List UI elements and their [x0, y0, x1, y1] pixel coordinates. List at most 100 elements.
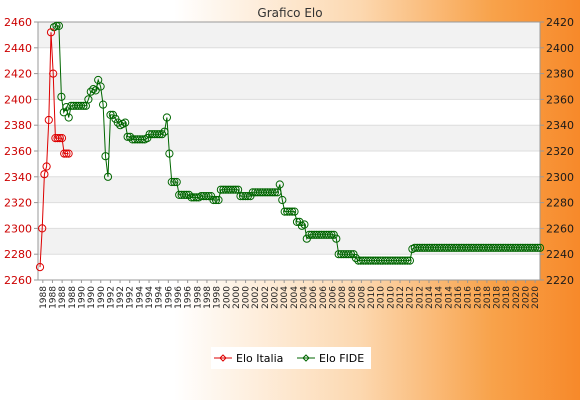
data-point-elo-fide	[153, 130, 162, 139]
data-point-elo-fide	[167, 177, 176, 187]
data-point-elo-fide	[285, 207, 294, 216]
data-point-elo-fide	[101, 152, 110, 161]
data-point-elo-fide	[209, 195, 218, 205]
x-tick-label: 2020	[531, 286, 541, 309]
data-point-elo-fide	[346, 250, 356, 259]
x-tick-label: 2012	[396, 286, 406, 309]
legend-box	[211, 347, 371, 369]
x-tick-label: 2002	[251, 286, 261, 309]
data-point-elo-fide	[165, 149, 174, 158]
left-tick-label: 2460	[4, 16, 32, 29]
data-point-elo-fide	[57, 92, 66, 101]
plot-band	[38, 125, 540, 151]
right-axis: 2220 2240 2260 2280 2300 2320 2340 2360 2380 2400…	[540, 16, 574, 287]
right-tick-label: 2340	[546, 119, 574, 132]
x-tick-label: 2004	[299, 286, 309, 309]
data-point-elo-fide	[332, 234, 341, 243]
data-point-elo-italia	[46, 28, 56, 37]
data-point-elo-fide	[96, 82, 105, 91]
legend-label-elo-fide: Elo FIDE	[319, 352, 364, 365]
plot-background	[37, 21, 541, 281]
data-point-elo-italia	[44, 115, 53, 125]
left-tick-label: 2420	[4, 68, 32, 81]
legend-symbol-elo-fide	[302, 354, 310, 362]
data-point-elo-italia	[60, 149, 69, 158]
data-point-elo-fide	[99, 100, 108, 109]
left-tick-label: 2320	[4, 197, 32, 210]
data-point-elo-fide	[324, 230, 333, 239]
x-tick-label: 2008	[338, 286, 348, 309]
data-point-elo-fide	[172, 177, 181, 187]
series-layer	[35, 21, 545, 272]
data-point-elo-fide	[300, 220, 309, 229]
x-tick-label: 2008	[348, 286, 358, 309]
x-tick-label: 1990	[97, 286, 107, 309]
data-point-elo-italia	[64, 149, 73, 158]
x-tick-label: 2010	[377, 286, 387, 309]
data-point-elo-fide	[241, 192, 250, 201]
x-tick-label: 2014	[435, 286, 445, 309]
data-point-elo-fide	[275, 180, 284, 189]
data-point-elo-fide	[533, 243, 542, 252]
data-point-elo-fide	[86, 87, 95, 96]
data-point-elo-fide	[123, 132, 132, 141]
data-point-elo-fide	[344, 250, 353, 259]
plot-band	[38, 151, 540, 177]
x-tick-label: 1994	[155, 286, 165, 309]
right-tick-label: 2420	[546, 16, 574, 29]
data-point-elo-fide	[184, 190, 194, 199]
data-point-elo-fide	[273, 188, 282, 197]
x-tick-label: 2014	[444, 286, 454, 309]
left-tick-label: 2300	[4, 222, 32, 235]
x-tick-label: 1998	[193, 286, 203, 309]
x-tick-label: 1994	[135, 286, 145, 309]
x-tick-label: 1988	[39, 286, 49, 309]
data-point-elo-fide	[155, 130, 164, 139]
data-point-elo-italia	[55, 134, 64, 143]
x-tick-label: 1988	[68, 286, 78, 309]
x-tick-label: 1990	[87, 286, 97, 309]
data-point-elo-fide	[126, 132, 135, 141]
right-tick-label: 2320	[546, 145, 574, 158]
right-tick-label: 2360	[546, 93, 574, 106]
data-point-elo-fide	[170, 177, 179, 187]
series-line-elo-fide	[53, 25, 540, 262]
right-tick-label: 2300	[546, 171, 574, 184]
left-tick-label: 2280	[4, 248, 32, 261]
right-tick-label: 2400	[546, 42, 574, 55]
left-axis: 2260 2280 2300 2320 2340 2360 2380 2400 2420 2440…	[4, 16, 38, 287]
x-tick-label: 1994	[145, 286, 155, 309]
data-point-elo-fide	[103, 172, 113, 181]
plot-band	[38, 176, 540, 203]
x-tick-label: 1992	[106, 286, 116, 309]
data-point-elo-italia	[38, 224, 47, 233]
data-point-elo-fide	[138, 135, 147, 144]
data-point-elo-fide	[290, 207, 299, 216]
data-point-elo-fide	[84, 95, 93, 104]
x-tick-label: 1998	[213, 286, 223, 309]
x-tick-label: 2006	[328, 286, 338, 309]
data-point-elo-fide	[106, 110, 115, 120]
data-point-elo-fide	[268, 188, 277, 197]
x-tick-label: 2018	[502, 286, 512, 309]
data-point-elo-fide	[278, 195, 287, 205]
x-tick-label: 1998	[203, 286, 213, 309]
data-point-elo-italia	[53, 134, 62, 143]
x-tick-label: 2016	[473, 286, 483, 309]
data-point-elo-fide	[270, 188, 279, 197]
x-tick-label: 2000	[232, 286, 242, 309]
data-point-elo-italia	[40, 170, 49, 179]
left-tick-label: 2360	[4, 145, 32, 158]
data-point-elo-fide	[535, 243, 545, 252]
data-point-elo-fide	[64, 113, 73, 122]
x-tick-label: 2004	[280, 286, 290, 309]
data-point-elo-fide	[211, 195, 221, 205]
data-point-elo-fide	[162, 113, 171, 122]
x-tick-label: 2002	[271, 286, 281, 309]
left-tick-label: 2340	[4, 171, 32, 184]
data-point-elo-fide	[76, 101, 86, 110]
x-tick-label: 2010	[367, 286, 377, 309]
x-tick-label: 2020	[522, 286, 532, 309]
